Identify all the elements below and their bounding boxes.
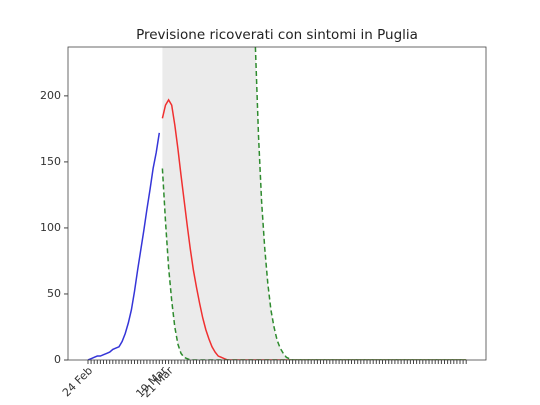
plot-area (87, 47, 467, 360)
y-tick-label: 150 (40, 155, 61, 168)
series-line (87, 132, 161, 360)
series-line (254, 47, 467, 360)
y-tick-label: 100 (40, 221, 61, 234)
y-tick-label: 50 (47, 287, 61, 300)
y-tick-label: 0 (54, 353, 61, 366)
x-tick-label: 24 Feb (60, 364, 95, 399)
chart-title: Previsione ricoverati con sintomi in Pug… (136, 27, 418, 43)
confidence-band (162, 47, 293, 360)
series-line (161, 98, 467, 360)
y-tick-label: 200 (40, 89, 61, 102)
